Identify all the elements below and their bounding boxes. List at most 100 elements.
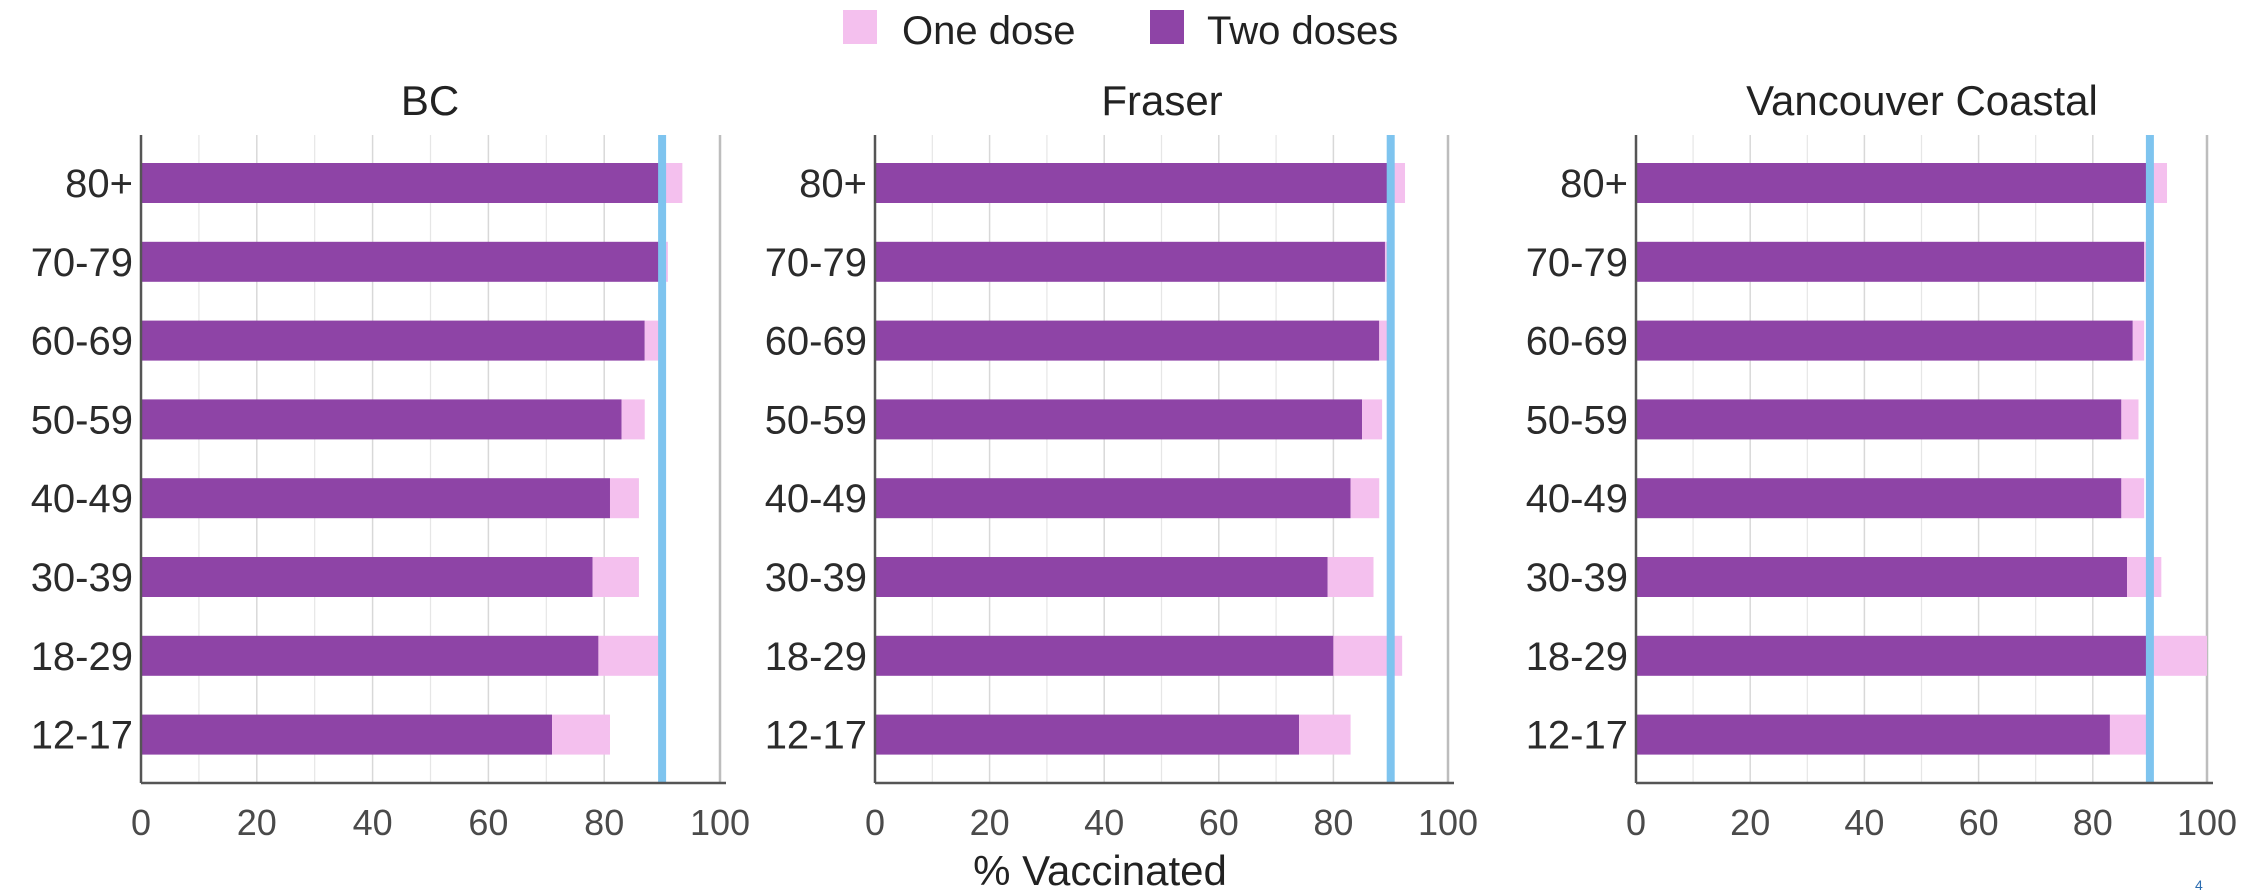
category-label: 30-39	[765, 556, 867, 600]
bar-two-doses	[141, 399, 622, 440]
category-label: 12-17	[31, 714, 133, 758]
category-label: 18-29	[1526, 635, 1628, 679]
bar-one-dose	[1384, 241, 1388, 282]
bar-one-dose	[2127, 557, 2162, 597]
bar-one-dose	[2132, 320, 2145, 361]
bar-two-doses	[141, 635, 599, 676]
bar-two-doses	[1636, 241, 2145, 282]
x-tick-label: 100	[2177, 802, 2237, 843]
panel-2: Vancouver Coastal 80+ 70-79 60-69 50-59 40-49…	[1526, 77, 2237, 843]
category-label: 12-17	[765, 714, 867, 758]
bar-two-doses	[1636, 163, 2150, 203]
bar-two-doses	[875, 714, 1300, 755]
bar-two-doses	[141, 320, 645, 361]
x-tick-label: 60	[468, 802, 508, 843]
bar-one-dose	[552, 714, 610, 755]
bar-one-dose	[2149, 635, 2207, 676]
panel-title: Fraser	[1101, 77, 1222, 124]
panel-0: BC 80+ 70-79 60-69 50-59 40-49 30-39 18-29 12-17…	[31, 77, 750, 843]
bar-one-dose	[1379, 320, 1388, 361]
category-label: 70-79	[31, 241, 133, 285]
category-label: 30-39	[1526, 556, 1628, 600]
bar-one-dose	[1327, 557, 1374, 597]
category-label: 30-39	[31, 556, 133, 600]
x-tick-label: 20	[1730, 802, 1770, 843]
category-label: 40-49	[31, 477, 133, 521]
bar-two-doses	[141, 478, 610, 519]
bar-one-dose	[2149, 163, 2168, 203]
bar-two-doses	[1636, 320, 2133, 361]
category-label: 50-59	[1526, 398, 1628, 442]
bar-two-doses	[1636, 714, 2110, 755]
bar-one-dose	[2144, 241, 2148, 282]
category-label: 70-79	[1526, 241, 1628, 285]
bar-two-doses	[875, 635, 1334, 676]
bar-one-dose	[2109, 714, 2150, 755]
bar-two-doses	[875, 399, 1363, 440]
x-tick-label: 60	[1199, 802, 1239, 843]
page-number: 4	[2195, 877, 2203, 893]
legend-swatch-one-dose	[843, 10, 877, 44]
bar-one-dose	[662, 163, 683, 203]
bar-one-dose	[621, 399, 645, 440]
category-label: 40-49	[765, 477, 867, 521]
bar-one-dose	[1350, 478, 1380, 519]
bar-two-doses	[141, 714, 553, 755]
x-tick-label: 20	[237, 802, 277, 843]
bar-one-dose	[598, 635, 663, 676]
x-tick-label: 0	[865, 802, 885, 843]
x-tick-label: 80	[1313, 802, 1353, 843]
bar-two-doses	[875, 478, 1351, 519]
x-tick-label: 40	[1084, 802, 1124, 843]
legend-label-two-doses: Two doses	[1207, 9, 1398, 53]
bar-two-doses	[1636, 399, 2122, 440]
bar-two-doses	[1636, 635, 2150, 676]
panel-1: Fraser 80+ 70-79 60-69 50-59 40-49 30-39 18-29 1…	[765, 77, 1478, 843]
x-tick-label: 100	[690, 802, 750, 843]
legend-label-one-dose: One dose	[902, 9, 1075, 53]
x-tick-label: 40	[1844, 802, 1884, 843]
bar-two-doses	[875, 557, 1328, 597]
bar-two-doses	[141, 163, 663, 203]
bar-two-doses	[875, 320, 1380, 361]
panel-title: Vancouver Coastal	[1746, 77, 2098, 124]
legend-swatch-two-doses	[1150, 10, 1184, 44]
panel-title: BC	[401, 77, 459, 124]
bar-one-dose	[609, 478, 639, 519]
category-label: 60-69	[1526, 320, 1628, 364]
bar-one-dose	[592, 557, 639, 597]
category-label: 12-17	[1526, 714, 1628, 758]
x-tick-label: 100	[1418, 802, 1478, 843]
x-tick-label: 80	[584, 802, 624, 843]
category-label: 60-69	[31, 320, 133, 364]
legend: One dose Two doses	[843, 9, 1398, 53]
category-label: 50-59	[31, 398, 133, 442]
x-tick-label: 0	[131, 802, 151, 843]
bar-one-dose	[644, 320, 660, 361]
x-tick-label: 80	[2073, 802, 2113, 843]
bar-one-dose	[1362, 399, 1383, 440]
x-tick-label: 60	[1959, 802, 1999, 843]
bar-two-doses	[1636, 557, 2128, 597]
x-tick-label: 0	[1626, 802, 1646, 843]
bar-two-doses	[1636, 478, 2122, 519]
category-label: 60-69	[765, 320, 867, 364]
x-tick-label: 20	[970, 802, 1010, 843]
category-label: 18-29	[31, 635, 133, 679]
category-label: 50-59	[765, 398, 867, 442]
bar-one-dose	[2121, 399, 2139, 440]
bar-two-doses	[141, 557, 593, 597]
bar-two-doses	[141, 241, 663, 282]
category-label: 40-49	[1526, 477, 1628, 521]
category-label: 18-29	[765, 635, 867, 679]
category-label: 70-79	[765, 241, 867, 285]
bar-two-doses	[875, 163, 1391, 203]
category-label: 80+	[799, 162, 867, 206]
panels: BC 80+ 70-79 60-69 50-59 40-49 30-39 18-29 12-17…	[31, 77, 2237, 843]
bar-one-dose	[2121, 478, 2145, 519]
category-label: 80+	[1560, 162, 1628, 206]
bar-one-dose	[1299, 714, 1351, 755]
x-tick-label: 40	[353, 802, 393, 843]
x-axis-label: % Vaccinated	[973, 847, 1227, 893]
